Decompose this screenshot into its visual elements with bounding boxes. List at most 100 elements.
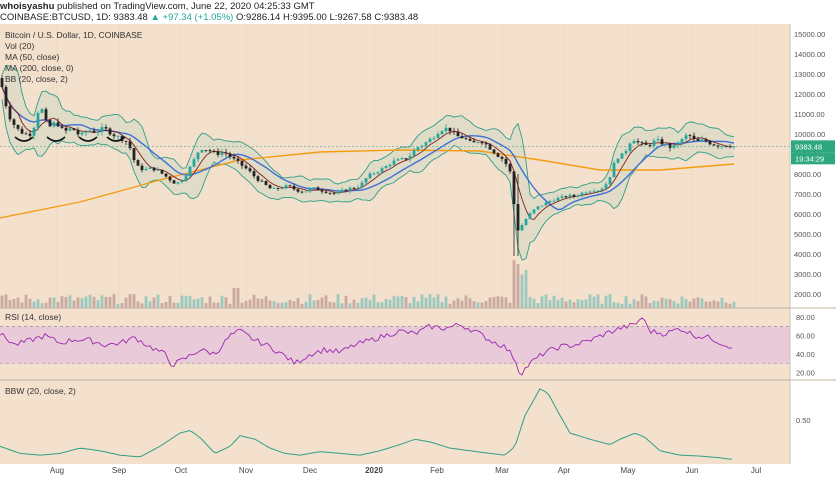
candle-body	[392, 160, 396, 165]
candle-body	[408, 156, 412, 160]
volume-bar	[136, 301, 140, 308]
legend-title[interactable]: Bitcoin / U.S. Dollar, 1D, COINBASE	[5, 30, 143, 40]
bbw-tick-label: 0.50	[796, 416, 811, 425]
candle-body	[376, 172, 380, 174]
volume-bar	[468, 298, 472, 308]
volume-bar	[476, 302, 480, 308]
bbw-axis: 0.50	[796, 416, 811, 425]
volume-bar	[40, 303, 44, 308]
volume-bar	[360, 298, 364, 308]
candle-body	[616, 158, 620, 163]
candle-body	[504, 158, 508, 165]
volume-bar	[440, 302, 444, 308]
candle-body	[124, 140, 128, 142]
volume-bar	[144, 296, 148, 308]
candle-body	[32, 128, 36, 136]
bbw-pane[interactable]: 0.50 BBW (20, close, 2)	[0, 380, 811, 464]
candle-body	[332, 192, 336, 194]
volume-bar	[88, 294, 92, 308]
candle-body	[520, 225, 524, 231]
volume-bar	[44, 302, 48, 308]
candle-body	[260, 180, 264, 182]
volume-bar	[384, 298, 388, 308]
rsi-label[interactable]: RSI (14, close)	[5, 312, 61, 322]
symbol-text: COINBASE:BTCUSD, 1D	[0, 12, 109, 23]
volume-bar	[248, 299, 252, 308]
candle-body	[428, 138, 432, 143]
candle-body	[320, 190, 324, 192]
volume-bar	[708, 301, 712, 308]
candle-body	[184, 176, 188, 181]
candle-body	[168, 176, 172, 181]
price-tick-label: 10000.00	[794, 130, 825, 139]
candle-body	[40, 109, 44, 113]
candle-body	[432, 137, 436, 139]
candle-body	[712, 144, 716, 146]
candle-body	[568, 194, 572, 198]
time-tick-label: Feb	[430, 466, 444, 475]
candle-body	[352, 187, 356, 189]
volume-bar	[380, 302, 384, 308]
candle-body	[196, 152, 200, 160]
rsi-pane[interactable]: 80.00 60.00 40.00 20.00 RSI (14, close)	[0, 308, 815, 380]
volume-bar	[104, 296, 108, 308]
candle-body	[624, 151, 628, 154]
candle-body	[80, 132, 84, 135]
volume-bar	[164, 301, 168, 308]
countdown-background	[791, 152, 835, 165]
candle-body	[456, 132, 460, 137]
time-tick-label: Oct	[175, 466, 188, 475]
volume-bar	[192, 299, 196, 308]
candle-body	[512, 171, 516, 205]
candle-body	[684, 135, 688, 139]
volume-bar	[188, 295, 192, 308]
author-name[interactable]: whoisyashu	[0, 1, 55, 12]
volume-bar	[716, 301, 720, 308]
volume-bar	[272, 301, 276, 308]
volume-bar	[508, 302, 512, 308]
time-tick-label: Nov	[239, 466, 253, 475]
legend-bb[interactable]: BB (20, close, 2)	[5, 74, 68, 84]
bbw-label[interactable]: BBW (20, close, 2)	[5, 386, 76, 396]
time-tick-label: Jun	[686, 466, 699, 475]
candle-body	[248, 168, 252, 172]
candle-body	[484, 143, 488, 145]
candle-body	[424, 142, 428, 146]
volume-bar	[84, 296, 88, 308]
candle-body	[544, 202, 548, 206]
volume-bar	[388, 299, 392, 308]
volume-bar	[184, 295, 188, 308]
bollinger-lower	[1, 99, 735, 261]
legend-volume[interactable]: Vol (20)	[5, 41, 34, 51]
volume-bar	[416, 301, 420, 308]
volume-bar	[576, 299, 580, 308]
legend-ma200[interactable]: MA (200, close, 0)	[5, 63, 74, 73]
candle-body	[636, 141, 640, 143]
candle-body	[532, 209, 536, 214]
legend-ma50[interactable]: MA (50, close)	[5, 52, 59, 62]
candle-body	[92, 130, 96, 133]
volume-bar	[160, 303, 164, 308]
bollinger-fill	[2, 65, 734, 260]
candle-body	[204, 150, 208, 151]
volume-bar	[604, 295, 608, 308]
candle-body	[628, 143, 632, 152]
candle-body	[688, 135, 692, 136]
volume-bar	[56, 302, 60, 308]
volume-bar	[52, 297, 56, 308]
candle-body	[308, 188, 312, 192]
volume-bar	[16, 297, 20, 308]
candle-body	[208, 150, 212, 152]
price-tick-label: 13000.00	[794, 70, 825, 79]
volume-bar	[304, 301, 308, 308]
candle-body	[324, 191, 328, 193]
candle-body	[312, 187, 316, 189]
candle-body	[720, 146, 724, 148]
volume-bar	[420, 294, 424, 308]
chart-area[interactable]: 15000.00 14000.00 13000.00 12000.00 11000.00…	[0, 24, 836, 479]
candle-body	[164, 173, 168, 177]
volume-bar	[344, 295, 348, 308]
candle-body	[48, 119, 52, 127]
candle-body	[576, 195, 580, 197]
candle-body	[620, 153, 624, 159]
